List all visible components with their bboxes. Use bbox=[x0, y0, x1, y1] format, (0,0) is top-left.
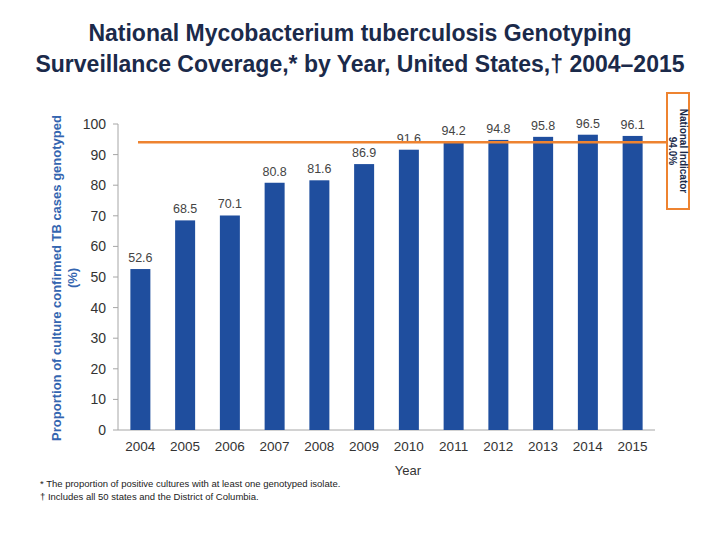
x-tick-label: 2010 bbox=[394, 439, 424, 454]
y-tick bbox=[113, 368, 118, 369]
y-tick-label: 40 bbox=[90, 300, 106, 316]
chart-title: National Mycobacterium tuberculosis Geno… bbox=[30, 18, 690, 80]
data-label: 96.5 bbox=[576, 117, 600, 131]
y-tick-label: 70 bbox=[90, 208, 106, 224]
data-label: 68.5 bbox=[173, 202, 197, 216]
chart: 0 10 20 30 40 50 60 70 80 90 100 2004 2005 2006 2007 20… bbox=[0, 0, 720, 540]
y-tick bbox=[113, 430, 118, 431]
x-tick-label: 2005 bbox=[170, 439, 200, 454]
x-tick-label: 2006 bbox=[215, 439, 245, 454]
x-tick-label: 2009 bbox=[349, 439, 379, 454]
x-tick-label: 2012 bbox=[483, 439, 513, 454]
footnote: † Includes all 50 states and the Distric… bbox=[40, 490, 340, 503]
x-tick-label: 2013 bbox=[528, 439, 558, 454]
y-tick bbox=[113, 307, 118, 308]
data-label: 86.9 bbox=[352, 146, 376, 160]
y-tick bbox=[113, 338, 118, 339]
y-tick-label: 30 bbox=[90, 330, 106, 346]
x-axis-label: Year bbox=[395, 463, 422, 478]
data-label: 94.2 bbox=[441, 124, 465, 138]
bar bbox=[533, 137, 553, 430]
reference-line bbox=[138, 141, 668, 144]
y-tick bbox=[113, 124, 118, 125]
bar bbox=[354, 164, 374, 430]
data-label: 80.8 bbox=[262, 165, 286, 179]
y-tick bbox=[113, 246, 118, 247]
bar bbox=[220, 215, 240, 430]
x-tick-label: 2014 bbox=[573, 439, 604, 454]
reference-label: National Indicator94.0% bbox=[667, 92, 689, 210]
y-tick-label: 60 bbox=[90, 238, 106, 254]
x-tick-label: 2007 bbox=[260, 439, 290, 454]
y-tick-label: 90 bbox=[90, 147, 106, 163]
y-axis-label: Proportion of culture confirmed TB cases… bbox=[49, 113, 81, 443]
x-tick-label: 2008 bbox=[304, 439, 334, 454]
y-tick bbox=[113, 399, 118, 400]
reference-value-text: 94.0% bbox=[667, 92, 678, 210]
bar bbox=[130, 269, 150, 430]
y-tick-label: 80 bbox=[90, 177, 106, 193]
bar bbox=[175, 220, 195, 430]
y-tick-label: 10 bbox=[90, 391, 106, 407]
data-label: 94.8 bbox=[486, 122, 510, 136]
x-axis bbox=[118, 430, 655, 431]
bar bbox=[488, 140, 508, 430]
bar bbox=[265, 183, 285, 430]
bars bbox=[130, 135, 642, 430]
footnote: * The proportion of positive cultures wi… bbox=[40, 477, 340, 490]
y-tick-label: 20 bbox=[90, 361, 106, 377]
bar bbox=[399, 150, 419, 430]
x-tick-label: 2004 bbox=[125, 439, 156, 454]
bar bbox=[444, 142, 464, 430]
footnotes: * The proportion of positive cultures wi… bbox=[40, 477, 340, 503]
x-tick-label: 2011 bbox=[439, 439, 468, 454]
reference-label-text: National Indicator bbox=[678, 92, 689, 210]
bar bbox=[578, 135, 598, 430]
bar bbox=[623, 136, 643, 430]
y-tick bbox=[113, 277, 118, 278]
bar bbox=[309, 180, 329, 430]
data-label: 70.1 bbox=[218, 197, 242, 211]
y-tick bbox=[113, 215, 118, 216]
y-tick-label: 100 bbox=[83, 116, 107, 132]
data-label: 81.6 bbox=[307, 162, 331, 176]
y-tick bbox=[113, 185, 118, 186]
data-label: 95.8 bbox=[531, 119, 555, 133]
data-label: 52.6 bbox=[128, 251, 152, 265]
y-tick-label: 50 bbox=[90, 269, 106, 285]
y-tick bbox=[113, 154, 118, 155]
x-tick-label: 2015 bbox=[618, 439, 648, 454]
data-label: 96.1 bbox=[620, 118, 644, 132]
y-tick-label: 0 bbox=[98, 422, 106, 438]
